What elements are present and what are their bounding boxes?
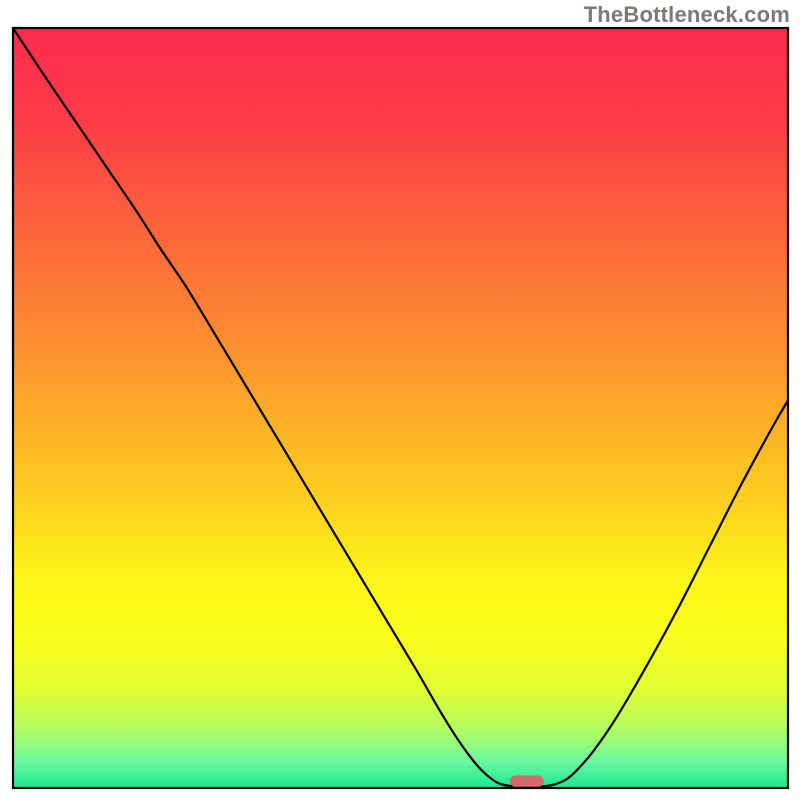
chart-container: TheBottleneck.com (0, 0, 800, 800)
bottleneck-chart (0, 0, 800, 800)
plot-background (13, 28, 788, 788)
optimal-marker (510, 775, 544, 786)
